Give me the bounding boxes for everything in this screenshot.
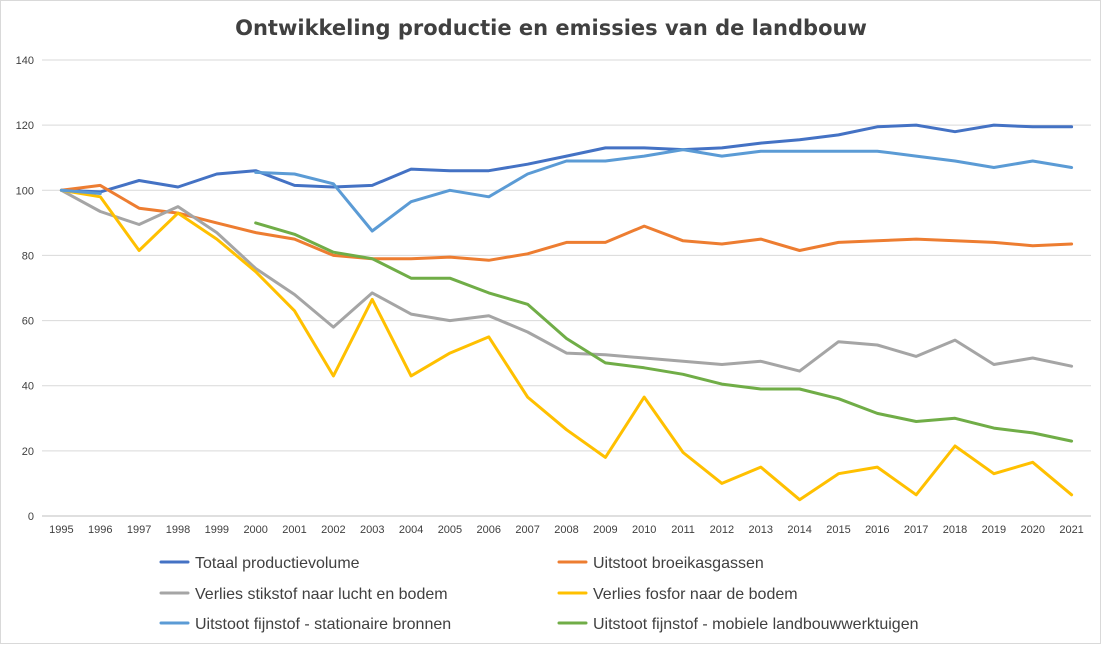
x-tick-label: 2001	[282, 524, 306, 536]
legend-label: Totaal productievolume	[195, 555, 360, 572]
x-tick-label: 1998	[166, 524, 190, 536]
x-tick-label: 1995	[49, 524, 73, 536]
x-tick-label: 2014	[787, 524, 811, 536]
x-tick-label: 2005	[438, 524, 462, 536]
x-tick-label: 2011	[671, 524, 695, 536]
series-line-1	[59, 123, 1074, 194]
x-tick-label: 2018	[943, 524, 967, 536]
series-line-6	[254, 221, 1074, 443]
x-tick-label: 2015	[826, 524, 850, 536]
x-tick-label: 2010	[632, 524, 656, 536]
legend-entry: Verlies fosfor naar de bodem	[557, 586, 798, 603]
legend-entry: Totaal productievolume	[159, 555, 360, 572]
x-tick-label: 2004	[399, 524, 423, 536]
x-tick-label: 2002	[321, 524, 345, 536]
x-tick-label: 2000	[243, 524, 267, 536]
x-tick-label: 2007	[515, 524, 539, 536]
x-tick-label: 2020	[1020, 524, 1044, 536]
legend-entry: Uitstoot broeikasgassen	[557, 555, 764, 572]
x-tick-label: 2016	[865, 524, 889, 536]
x-tick-label: 2013	[749, 524, 773, 536]
legend-label: Verlies fosfor naar de bodem	[593, 586, 798, 603]
y-tick-label: 0	[28, 511, 34, 523]
x-tick-label: 2008	[554, 524, 578, 536]
chart-title: Ontwikkeling productie en emissies van d…	[235, 16, 867, 40]
legend-entry: Uitstoot fijnstof - stationaire bronnen	[159, 616, 451, 633]
series-line-4	[59, 188, 1074, 502]
x-tick-label: 2019	[982, 524, 1006, 536]
y-axis-ticks: 0 20 40 60 80 100 120 140	[16, 55, 34, 523]
legend-label: Uitstoot broeikasgassen	[593, 555, 764, 572]
y-tick-label: 80	[22, 250, 34, 262]
y-tick-label: 120	[16, 120, 34, 132]
y-tick-label: 20	[22, 446, 34, 458]
legend-label: Uitstoot fijnstof - stationaire bronnen	[195, 616, 451, 633]
x-tick-label: 2012	[710, 524, 734, 536]
x-tick-label: 1999	[205, 524, 229, 536]
legend-label: Verlies stikstof naar lucht en bodem	[195, 586, 448, 603]
x-tick-label: 2021	[1059, 524, 1083, 536]
legend-label: Uitstoot fijnstof - mobiele landbouwwerk…	[593, 616, 919, 633]
x-tick-label: 2009	[593, 524, 617, 536]
x-tick-label: 1996	[88, 524, 112, 536]
series-lines	[59, 123, 1074, 502]
gridlines	[42, 59, 1091, 517]
legend-entry: Verlies stikstof naar lucht en bodem	[159, 586, 448, 603]
y-tick-label: 60	[22, 316, 34, 328]
x-tick-label: 2003	[360, 524, 384, 536]
series-line-2	[59, 183, 1074, 262]
y-tick-label: 140	[16, 55, 34, 67]
x-tick-label: 2017	[904, 524, 928, 536]
x-axis-ticks: 1995 1996 1997 1998 1999 2000 2001 2002 2003 2004…	[49, 524, 1084, 536]
legend-entry: Uitstoot fijnstof - mobiele landbouwwerk…	[557, 616, 919, 633]
series-line-5	[59, 148, 1074, 233]
y-tick-label: 100	[16, 185, 34, 197]
x-tick-label: 1997	[127, 524, 151, 536]
legend: Totaal productievolume Uitstoot broeikasg…	[159, 555, 919, 633]
y-tick-label: 40	[22, 381, 34, 393]
x-tick-label: 2006	[477, 524, 501, 536]
series-line-3	[59, 188, 1074, 373]
